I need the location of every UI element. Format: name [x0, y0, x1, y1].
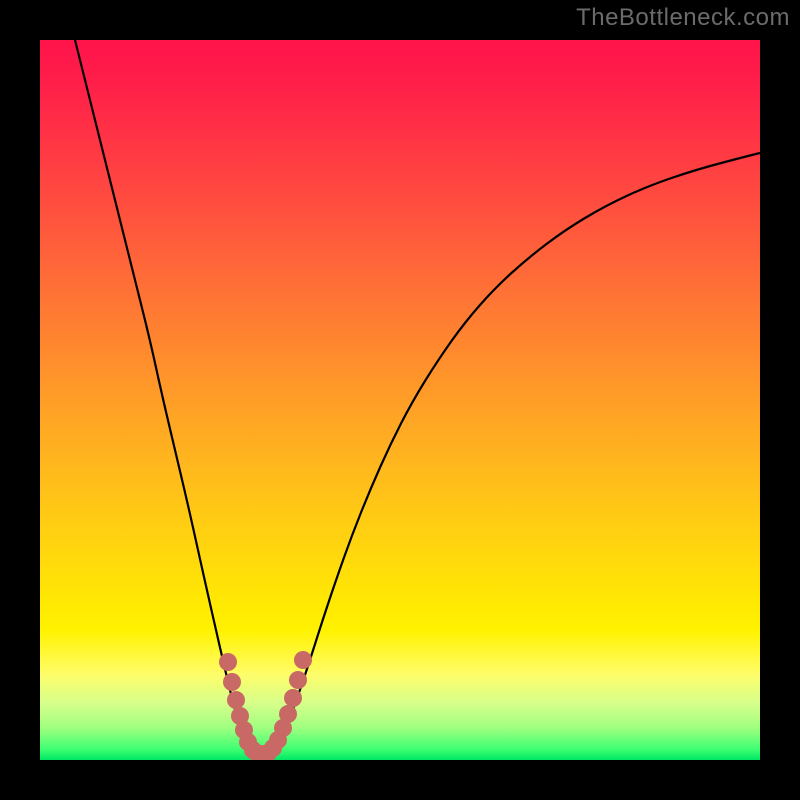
chart-background — [40, 40, 760, 760]
curve-marker — [279, 705, 297, 723]
plot-svg — [40, 40, 760, 760]
curve-marker — [289, 671, 307, 689]
curve-marker — [219, 653, 237, 671]
curve-marker — [227, 691, 245, 709]
curve-marker — [294, 651, 312, 669]
watermark-text: TheBottleneck.com — [576, 4, 790, 32]
plot-area — [40, 40, 760, 760]
curve-marker — [223, 673, 241, 691]
curve-marker — [284, 689, 302, 707]
chart-frame: TheBottleneck.com — [0, 0, 800, 800]
